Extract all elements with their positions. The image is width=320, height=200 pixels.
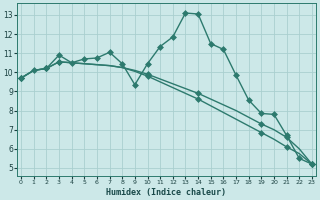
X-axis label: Humidex (Indice chaleur): Humidex (Indice chaleur) bbox=[107, 188, 227, 197]
